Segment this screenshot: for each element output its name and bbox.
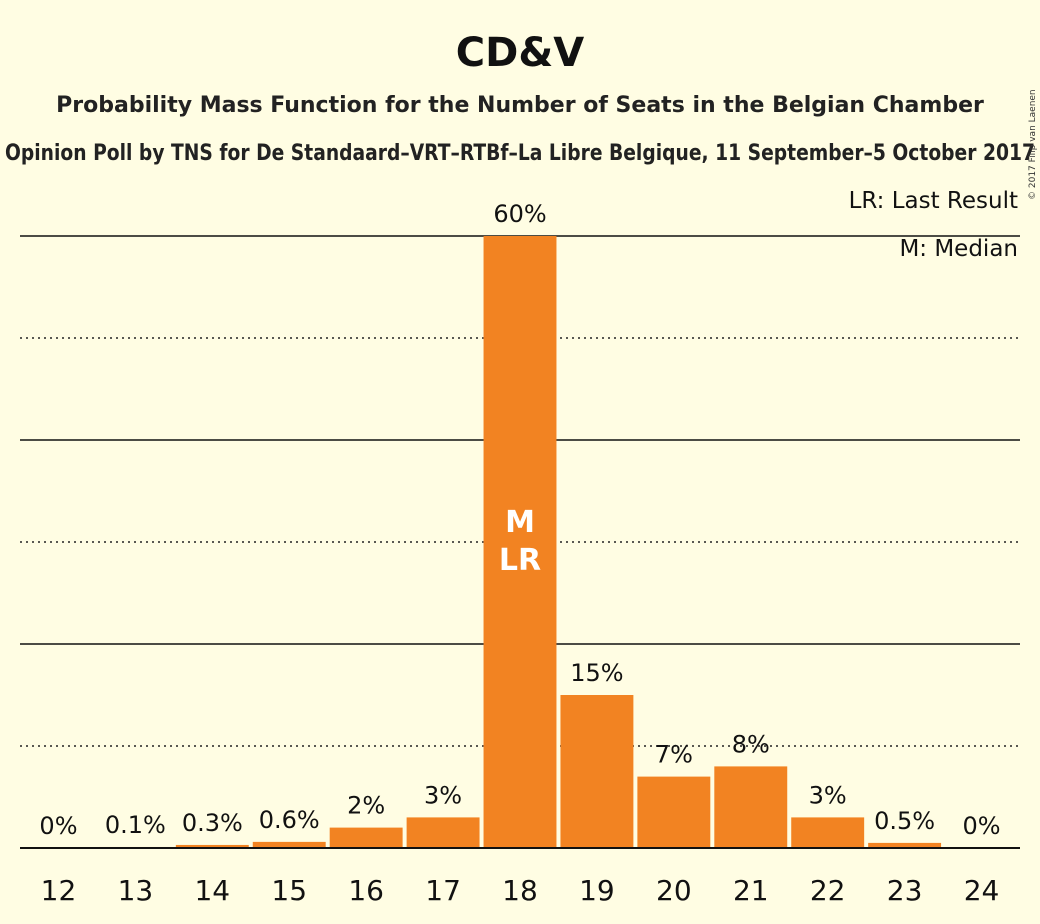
x-tick-24: 24 [964, 874, 1000, 907]
copyright-text: © 2017 Filip van Laenen [1028, 89, 1038, 200]
bar-marker-m: M [505, 505, 535, 540]
bar-14 [175, 844, 249, 848]
bar-20 [637, 776, 711, 848]
bar-19 [560, 695, 634, 848]
bar-15 [252, 841, 326, 848]
x-tick-15: 15 [271, 874, 307, 907]
bar-markers: MLR [499, 505, 541, 578]
x-tick-17: 17 [425, 874, 461, 907]
bar-label-24: 0% [962, 812, 1000, 840]
legend-median: M: Median [899, 236, 1018, 262]
bar-label-20: 7% [655, 741, 693, 769]
bar-label-12: 0% [39, 812, 77, 840]
bar-17 [406, 817, 480, 848]
bars [98, 236, 942, 848]
bar-label-18: 60% [493, 200, 546, 228]
x-tick-16: 16 [348, 874, 384, 907]
chart-subtitle: Probability Mass Function for the Number… [56, 93, 984, 118]
x-tick-12: 12 [41, 874, 77, 907]
bar-label-21: 8% [732, 730, 770, 758]
x-tick-18: 18 [502, 874, 538, 907]
x-tick-20: 20 [656, 874, 692, 907]
bar-22 [791, 817, 865, 848]
x-tick-22: 22 [810, 874, 846, 907]
bar-labels: 0% 0.1% 0.3% 0.6% 2% 3% 60% 15% 7% 8% 3% 0.5% 0% [39, 200, 1000, 840]
legend-last-result: LR: Last Result [849, 188, 1018, 214]
x-tick-14: 14 [194, 874, 230, 907]
x-tick-13: 13 [118, 874, 154, 907]
bar-label-15: 0.6% [259, 806, 320, 834]
bar-label-22: 3% [809, 781, 847, 809]
bar-marker-lr: LR [499, 543, 541, 578]
x-tick-23: 23 [887, 874, 923, 907]
bar-21 [714, 766, 788, 848]
bar-label-17: 3% [424, 781, 462, 809]
bar-18 [483, 236, 557, 848]
bar-label-23: 0.5% [874, 807, 935, 835]
x-tick-19: 19 [579, 874, 615, 907]
bar-23 [868, 842, 942, 848]
bar-16 [329, 827, 403, 848]
chart-title: CD&V [456, 30, 584, 76]
x-tick-21: 21 [733, 874, 769, 907]
bar-label-13: 0.1% [105, 811, 166, 839]
chart-subtitle-poll: Opinion Poll by TNS for De Standaard–VRT… [5, 141, 1035, 166]
bar-label-16: 2% [347, 792, 385, 820]
bar-label-19: 15% [570, 659, 623, 687]
bar-label-14: 0.3% [182, 809, 243, 837]
x-axis-ticks: 12 13 14 15 16 17 18 19 20 21 22 23 24 [41, 874, 1000, 907]
